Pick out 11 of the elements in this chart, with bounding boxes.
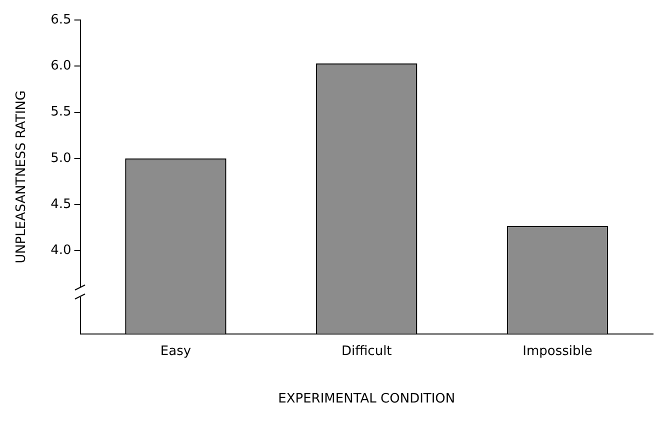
y-tick-label: 4.0 bbox=[50, 243, 72, 258]
x-tick-label: Difficult bbox=[341, 344, 392, 359]
x-tick-label: Impossible bbox=[522, 344, 592, 359]
y-tick-label: 5.0 bbox=[50, 150, 72, 166]
y-axis-title: UNPLEASANTNESS RATING bbox=[14, 90, 30, 264]
y-tick-label: 5.5 bbox=[50, 104, 72, 120]
x-tick-label: Easy bbox=[160, 344, 192, 359]
x-axis-title: EXPERIMENTAL CONDITION bbox=[278, 392, 456, 407]
y-tick-label: 4.5 bbox=[50, 196, 72, 212]
y-tick-label: 6.5 bbox=[50, 12, 72, 28]
y-tick-label: 6.0 bbox=[50, 58, 72, 74]
